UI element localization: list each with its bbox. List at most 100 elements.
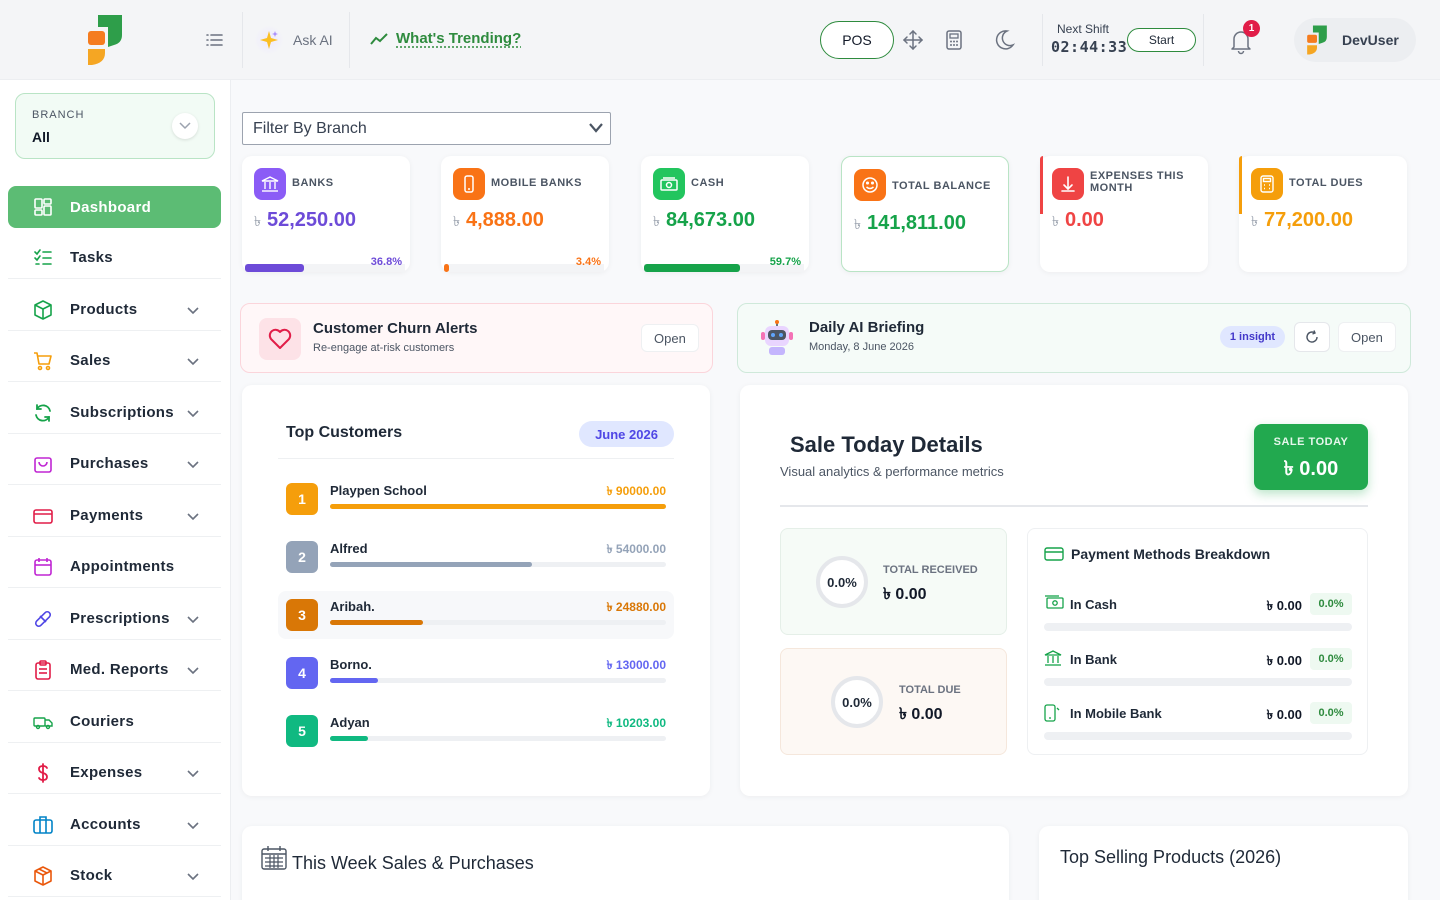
top-customers-title: Top Customers — [286, 424, 403, 441]
chevron-down-icon — [187, 817, 199, 835]
payment-method-amount: ৳ 0.00 — [1266, 653, 1302, 668]
insight-badge[interactable]: 1 insight — [1220, 326, 1285, 348]
stat-value: ৳ 141,811.00 — [854, 212, 966, 237]
user-menu[interactable]: DevUser — [1294, 18, 1416, 62]
customer-progress-track — [330, 678, 666, 683]
refresh-button[interactable] — [1294, 322, 1330, 352]
sale-today-badge: SALE TODAY ৳ 0.00 — [1254, 424, 1368, 490]
app-logo[interactable] — [86, 13, 124, 67]
stat-title: TOTAL BALANCE — [892, 180, 991, 192]
stat-progress-fill — [245, 264, 304, 272]
calculator-icon[interactable] — [942, 28, 966, 52]
customer-amount: ৳ 90000.00 — [606, 484, 666, 498]
sidebar-item-prescriptions[interactable]: Prescriptions — [8, 598, 221, 640]
customer-progress-track — [330, 736, 666, 741]
sale-today-badge-value: ৳ 0.00 — [1283, 458, 1339, 480]
payment-method-percent: 0.0% — [1310, 702, 1352, 724]
dollar-icon — [32, 762, 54, 784]
dark-mode-moon-icon[interactable] — [992, 28, 1016, 52]
rank-badge: 1 — [286, 483, 318, 515]
dashboard-icon — [32, 196, 54, 218]
menu-toggle-icon[interactable] — [204, 30, 224, 50]
chevron-down-icon — [187, 405, 199, 423]
cart-icon — [32, 350, 54, 372]
customer-name: Playpen School — [330, 483, 427, 498]
fullscreen-icon[interactable] — [901, 28, 925, 52]
payment-method-percent: 0.0% — [1310, 593, 1352, 615]
customer-amount: ৳ 10203.00 — [606, 716, 666, 730]
stat-progress-track — [444, 264, 604, 272]
sidebar-item-appointments[interactable]: Appointments — [8, 546, 221, 588]
payment-methods-panel: Payment Methods Breakdown In Cash ৳ 0.00… — [1027, 528, 1368, 755]
smile-icon — [854, 169, 886, 201]
ask-ai-button[interactable]: Ask AI — [242, 12, 350, 68]
customer-row[interactable]: 3 Aribah. ৳ 24880.00 — [278, 591, 674, 639]
week-sales-card: This Week Sales & Purchases — [242, 826, 1009, 900]
sidebar-item-accounts[interactable]: Accounts — [8, 804, 221, 846]
briefing-date: Monday, 8 June 2026 — [809, 341, 914, 353]
cash-icon — [653, 168, 685, 200]
stat-amount: 77,200.00 — [1263, 209, 1353, 231]
tasks-icon — [32, 247, 54, 269]
customer-churn-alert: Customer Churn Alerts Re-engage at-risk … — [240, 303, 713, 373]
stat-amount: 52,250.00 — [266, 209, 356, 231]
stat-card-expenses-this-month: EXPENSES THIS MONTH ৳ 0.00 — [1040, 156, 1208, 272]
churn-open-button[interactable]: Open — [641, 324, 699, 352]
next-shift-label: Next Shift — [1057, 22, 1110, 36]
customer-row[interactable]: 1 Playpen School ৳ 90000.00 — [278, 475, 674, 523]
stat-amount: 0.00 — [1064, 209, 1104, 231]
heart-icon — [259, 318, 301, 360]
pos-button[interactable]: POS — [820, 21, 894, 59]
chevron-down-icon — [589, 123, 603, 133]
sidebar-item-purchases[interactable]: Purchases — [8, 443, 221, 485]
received-progress-ring: 0.0% — [816, 556, 868, 608]
week-sales-title: This Week Sales & Purchases — [292, 853, 534, 873]
notifications-button[interactable]: 1 — [1226, 20, 1260, 56]
sidebar-item-label: Expenses — [70, 764, 143, 781]
payment-method-amount: ৳ 0.00 — [1266, 598, 1302, 613]
stat-value: ৳ 77,200.00 — [1251, 209, 1353, 234]
customer-name: Borno. — [330, 657, 372, 672]
package-icon — [32, 865, 54, 887]
sidebar-item-med-reports[interactable]: Med. Reports — [8, 649, 221, 691]
stat-card-banks: BANKS ৳ 52,250.00 36.8% — [242, 156, 410, 272]
payment-method-progress-track — [1044, 623, 1352, 631]
whats-trending-link[interactable]: What's Trending? — [370, 30, 521, 47]
rank-badge: 5 — [286, 715, 318, 747]
sidebar-item-dashboard[interactable]: Dashboard — [8, 186, 221, 228]
period-badge: June 2026 — [579, 421, 674, 447]
briefing-title: Daily AI Briefing — [809, 319, 925, 336]
stat-card-mobile-banks: MOBILE BANKS ৳ 4,888.00 3.4% — [441, 156, 609, 272]
payment-method-label: In Cash — [1070, 597, 1117, 612]
briefing-open-button[interactable]: Open — [1338, 322, 1396, 352]
customer-row[interactable]: 4 Borno. ৳ 13000.00 — [278, 649, 674, 697]
stat-value: ৳ 84,673.00 — [653, 209, 755, 234]
sidebar-item-couriers[interactable]: Couriers — [8, 701, 221, 743]
stat-progress-fill — [444, 264, 449, 272]
sidebar-item-tasks[interactable]: Tasks — [8, 237, 221, 279]
sidebar-item-sales[interactable]: Sales — [8, 340, 221, 382]
sidebar-item-stock[interactable]: Stock — [8, 855, 221, 897]
mobile-icon — [1044, 704, 1060, 727]
sidebar-item-subscriptions[interactable]: Subscriptions — [8, 392, 221, 434]
ask-ai-label: Ask AI — [293, 32, 333, 48]
stat-percent: 59.7% — [769, 256, 801, 268]
start-shift-button[interactable]: Start — [1127, 28, 1196, 52]
truck-icon — [32, 711, 54, 733]
branch-selector[interactable]: BRANCH All — [15, 93, 215, 159]
bag-icon — [32, 453, 54, 475]
sidebar-item-expenses[interactable]: Expenses — [8, 752, 221, 794]
branch-value: All — [32, 129, 50, 145]
customer-row[interactable]: 5 Adyan ৳ 10203.00 — [278, 707, 674, 755]
branch-filter-select[interactable]: Filter By Branch — [242, 112, 611, 145]
sidebar-item-label: Sales — [70, 352, 111, 369]
received-value: ৳ 0.00 — [883, 586, 927, 603]
stat-percent: 3.4% — [575, 256, 601, 268]
payment-method-in-bank: In Bank ৳ 0.00 0.0% — [1044, 646, 1352, 686]
refresh-icon — [1306, 330, 1318, 343]
chevron-down-icon — [187, 765, 199, 783]
sidebar-item-products[interactable]: Products — [8, 289, 221, 331]
sidebar-item-payments[interactable]: Payments — [8, 495, 221, 537]
customer-row[interactable]: 2 Alfred ৳ 54000.00 — [278, 533, 674, 581]
stat-card-cash: CASH ৳ 84,673.00 59.7% — [641, 156, 809, 272]
